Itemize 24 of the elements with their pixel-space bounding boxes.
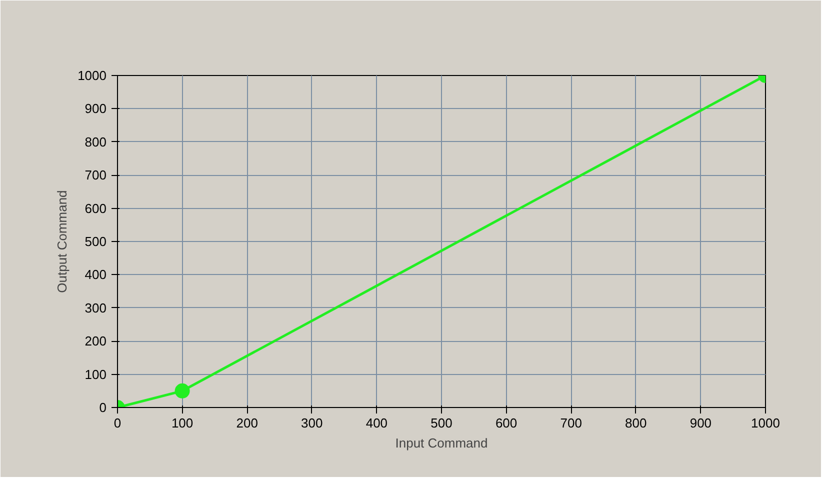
x-tick-label: 500	[430, 416, 452, 430]
y-axis-title: Output Command	[54, 190, 70, 293]
x-tick-label: 200	[236, 416, 258, 430]
y-tick-label: 800	[84, 134, 107, 150]
x-tick-label: 800	[625, 416, 647, 430]
y-tick-label: 100	[84, 366, 107, 382]
x-tick-label: 1000	[751, 416, 780, 430]
y-tick-label: 300	[84, 300, 107, 316]
y-tick-label: 0	[99, 400, 107, 415]
y-tick-label: 900	[84, 101, 107, 116]
y-tick-label: 700	[84, 168, 107, 183]
y-tick-label: 400	[84, 267, 107, 282]
y-tick-label: 500	[84, 234, 107, 249]
x-tick-label: 0	[114, 416, 122, 430]
x-tick-label: 900	[690, 416, 712, 430]
x-axis-title: Input Command	[395, 436, 488, 450]
x-tick-label: 100	[171, 416, 194, 430]
y-tick-label: 1000	[78, 68, 106, 83]
x-tick-label: 600	[495, 416, 518, 430]
y-tick-label: 600	[84, 200, 107, 216]
x-tick-label: 400	[366, 416, 388, 430]
y-tick-label: 200	[84, 334, 107, 349]
x-tick-label: 300	[301, 416, 323, 430]
x-tick-label: 700	[560, 416, 582, 430]
